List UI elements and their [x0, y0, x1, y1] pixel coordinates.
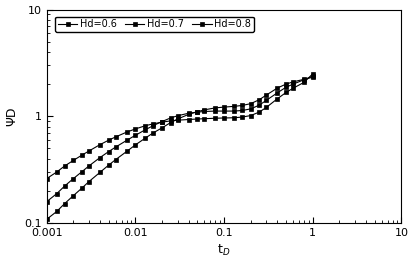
Hd=0.7 — [212, 110, 217, 113]
Hd=0.7 — [239, 109, 244, 112]
Hd=0.8 — [168, 119, 173, 122]
Hd=0.8 — [195, 117, 199, 121]
Hd=0.8 — [301, 81, 306, 84]
Hd=0.7 — [301, 78, 306, 81]
Hd=0.8 — [124, 130, 129, 134]
Hd=0.6 — [159, 126, 164, 129]
Hd=0.7 — [159, 120, 164, 123]
Line: Hd=0.7: Hd=0.7 — [44, 74, 314, 204]
Hd=0.7 — [71, 177, 76, 180]
Hd=0.7 — [168, 116, 173, 120]
Hd=0.6 — [195, 110, 199, 113]
Hd=0.7 — [86, 164, 91, 168]
Hd=0.8 — [239, 115, 244, 119]
Hd=0.7 — [274, 91, 279, 94]
Hd=0.6 — [202, 108, 206, 111]
Hd=0.6 — [283, 83, 288, 86]
Hd=0.8 — [133, 127, 138, 130]
Hd=0.8 — [159, 121, 164, 124]
Hd=0.7 — [202, 110, 206, 113]
Hd=0.6 — [231, 105, 236, 108]
Hd=0.6 — [79, 187, 84, 190]
X-axis label: t$_D$: t$_D$ — [217, 243, 230, 258]
Hd=0.6 — [301, 78, 306, 81]
Hd=0.6 — [309, 76, 314, 79]
Hd=0.6 — [256, 98, 261, 101]
Hd=0.8 — [212, 117, 217, 120]
Hd=0.8 — [54, 171, 59, 174]
Hd=0.6 — [212, 106, 217, 110]
Hd=0.7 — [54, 192, 59, 195]
Hd=0.6 — [168, 121, 173, 124]
Hd=0.8 — [248, 114, 253, 117]
Hd=0.6 — [290, 80, 295, 83]
Hd=0.6 — [186, 113, 191, 116]
Hd=0.6 — [221, 106, 226, 109]
Hd=0.7 — [142, 128, 147, 131]
Hd=0.6 — [151, 131, 156, 134]
Hd=0.8 — [151, 122, 156, 125]
Hd=0.8 — [283, 91, 288, 94]
Hd=0.8 — [86, 149, 91, 153]
Legend: Hd=0.6, Hd=0.7, Hd=0.8: Hd=0.6, Hd=0.7, Hd=0.8 — [55, 17, 254, 32]
Hd=0.7 — [309, 74, 314, 78]
Hd=0.6 — [113, 158, 118, 161]
Hd=0.7 — [186, 112, 191, 115]
Hd=0.8 — [175, 119, 180, 122]
Hd=0.6 — [44, 218, 49, 221]
Hd=0.7 — [124, 139, 129, 142]
Hd=0.6 — [274, 86, 279, 89]
Hd=0.7 — [290, 83, 295, 86]
Hd=0.7 — [151, 124, 156, 127]
Hd=0.8 — [106, 139, 111, 142]
Hd=0.7 — [113, 145, 118, 149]
Hd=0.7 — [256, 103, 261, 107]
Hd=0.8 — [202, 117, 206, 120]
Hd=0.7 — [79, 170, 84, 173]
Hd=0.8 — [71, 159, 76, 162]
Hd=0.7 — [106, 150, 111, 153]
Hd=0.8 — [263, 106, 268, 109]
Hd=0.6 — [62, 202, 67, 205]
Hd=0.8 — [186, 118, 191, 121]
Hd=0.8 — [309, 72, 314, 75]
Hd=0.6 — [97, 171, 102, 174]
Hd=0.8 — [142, 124, 147, 127]
Hd=0.8 — [274, 97, 279, 100]
Hd=0.6 — [239, 104, 244, 107]
Hd=0.6 — [71, 194, 76, 197]
Hd=0.8 — [290, 87, 295, 90]
Line: Hd=0.6: Hd=0.6 — [44, 75, 314, 222]
Hd=0.7 — [221, 110, 226, 113]
Hd=0.8 — [113, 135, 118, 139]
Hd=0.7 — [133, 134, 138, 137]
Hd=0.6 — [133, 143, 138, 147]
Hd=0.7 — [44, 200, 49, 203]
Hd=0.6 — [54, 210, 59, 213]
Hd=0.8 — [44, 177, 49, 180]
Hd=0.6 — [86, 180, 91, 183]
Hd=0.6 — [263, 93, 268, 97]
Hd=0.8 — [231, 116, 236, 119]
Hd=0.8 — [79, 154, 84, 157]
Y-axis label: ΨD: ΨD — [5, 106, 19, 126]
Line: Hd=0.8: Hd=0.8 — [44, 71, 314, 181]
Hd=0.8 — [256, 110, 261, 114]
Hd=0.7 — [175, 114, 180, 117]
Hd=0.7 — [248, 107, 253, 110]
Hd=0.6 — [106, 164, 111, 167]
Hd=0.7 — [97, 156, 102, 159]
Hd=0.6 — [175, 117, 180, 121]
Hd=0.6 — [124, 150, 129, 153]
Hd=0.7 — [231, 110, 236, 113]
Hd=0.8 — [97, 143, 102, 146]
Hd=0.7 — [62, 184, 67, 187]
Hd=0.6 — [248, 102, 253, 105]
Hd=0.8 — [221, 116, 226, 120]
Hd=0.8 — [62, 164, 67, 168]
Hd=0.7 — [195, 111, 199, 114]
Hd=0.7 — [283, 86, 288, 89]
Hd=0.6 — [142, 136, 147, 140]
Hd=0.7 — [263, 99, 268, 102]
